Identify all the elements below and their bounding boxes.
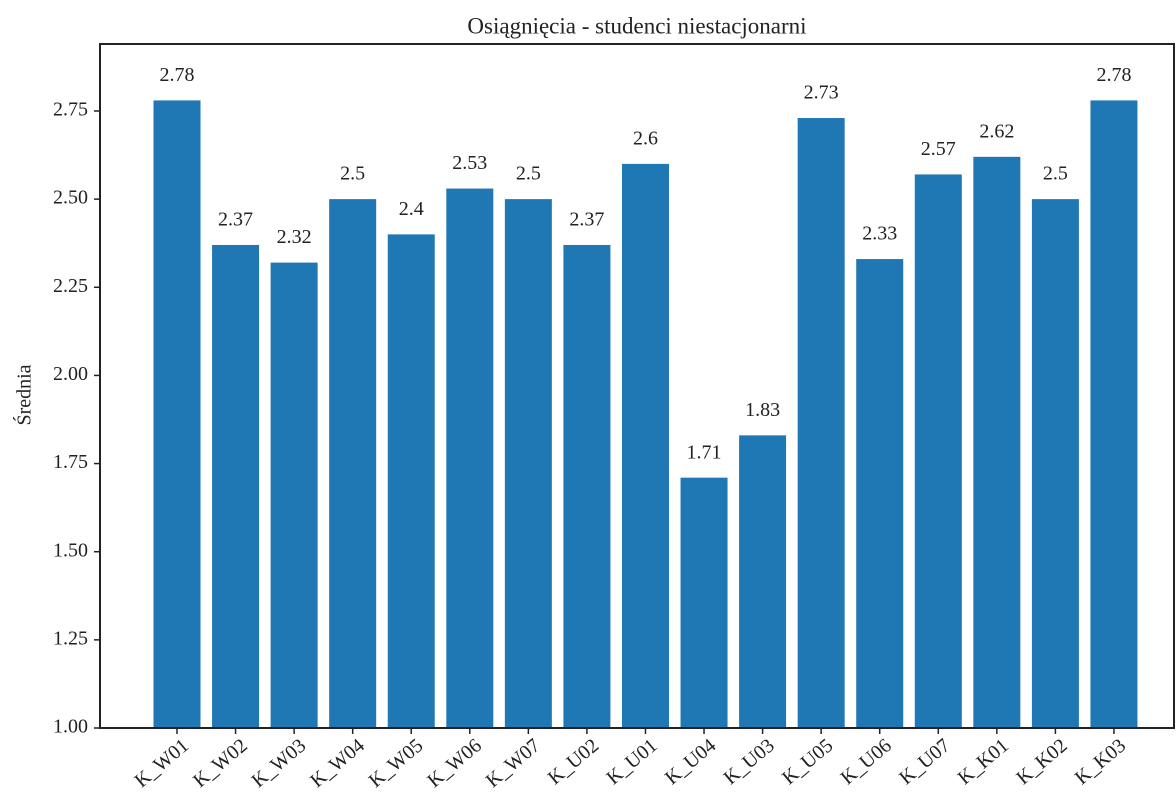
value-label: 2.5 xyxy=(516,163,541,185)
value-label: 2.57 xyxy=(921,138,956,160)
x-tick-label: K_W07 xyxy=(482,734,545,792)
value-label: 2.33 xyxy=(862,223,897,245)
x-tick-label: K_K03 xyxy=(1071,734,1130,789)
bar xyxy=(797,118,845,728)
x-tick-label: K_W03 xyxy=(248,734,311,792)
x-tick-label: K_W06 xyxy=(423,734,486,792)
value-label: 2.5 xyxy=(1043,163,1068,185)
bar xyxy=(914,174,962,728)
value-label: 2.62 xyxy=(979,120,1014,142)
bar xyxy=(621,163,669,728)
value-label: 2.37 xyxy=(218,209,253,231)
bar xyxy=(504,199,552,728)
bar xyxy=(680,477,728,728)
bar xyxy=(1031,199,1079,728)
value-label: 2.78 xyxy=(160,64,195,86)
value-label: 2.4 xyxy=(399,198,424,220)
y-tick-label: 1.25 xyxy=(53,627,88,649)
value-label: 2.53 xyxy=(452,152,487,174)
value-label: 2.37 xyxy=(569,209,604,231)
x-tick-label: K_U03 xyxy=(720,734,779,789)
value-label: 2.32 xyxy=(277,226,312,248)
value-label: 1.71 xyxy=(687,441,722,463)
x-tick-label: K_U04 xyxy=(661,734,720,789)
plot-frame xyxy=(99,43,1175,729)
y-axis-label: Średnia xyxy=(12,364,36,425)
y-tick-label: 2.50 xyxy=(53,187,88,209)
value-label: 2.6 xyxy=(633,127,658,149)
x-tick-label: K_K01 xyxy=(954,734,1013,789)
y-tick-label: 2.00 xyxy=(53,363,88,385)
y-tick-label: 1.75 xyxy=(53,451,88,473)
value-label: 2.5 xyxy=(340,163,365,185)
bar xyxy=(153,100,201,729)
value-label: 2.73 xyxy=(804,82,839,104)
x-tick-label: K_U01 xyxy=(602,734,661,789)
x-tick-label: K_U05 xyxy=(778,734,837,789)
x-tick-label: K_U07 xyxy=(895,734,954,789)
bar xyxy=(387,234,435,728)
y-tick-label: 2.75 xyxy=(53,99,88,121)
bar xyxy=(563,244,611,729)
bar xyxy=(973,156,1021,729)
bar xyxy=(856,259,904,728)
bar xyxy=(446,188,494,728)
x-tick-label: K_K02 xyxy=(1012,734,1071,789)
value-label: 1.83 xyxy=(745,399,780,421)
x-tick-label: K_W01 xyxy=(131,734,194,792)
y-tick-label: 2.25 xyxy=(53,275,88,297)
bar xyxy=(739,435,787,728)
y-tick-label: 1.50 xyxy=(53,539,88,561)
y-tick-label: 1.00 xyxy=(53,716,88,738)
x-tick-label: K_U06 xyxy=(837,734,896,789)
x-tick-label: K_W04 xyxy=(306,734,369,792)
chart-title: Osiągnięcia - studenci niestacjonarni xyxy=(467,13,806,38)
value-label: 2.78 xyxy=(1096,64,1131,86)
x-tick-label: K_W02 xyxy=(189,734,252,792)
x-tick-label: K_W05 xyxy=(365,734,428,792)
bar xyxy=(1090,100,1138,729)
bar xyxy=(329,199,377,728)
bar xyxy=(270,262,318,728)
x-tick-label: K_U02 xyxy=(544,734,603,789)
bar xyxy=(212,244,260,729)
